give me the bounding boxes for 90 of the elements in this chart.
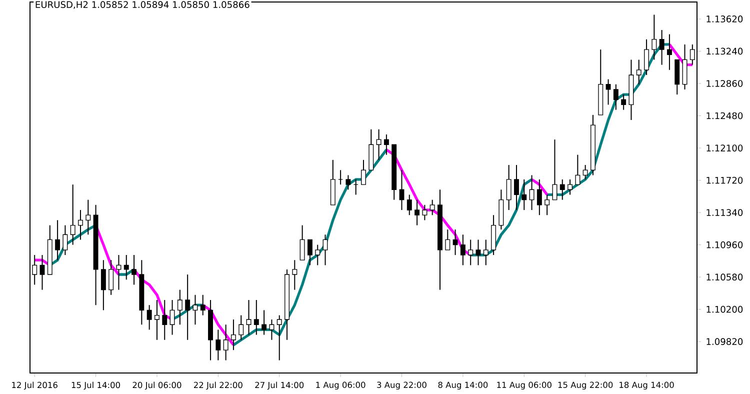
candlestick (414, 199, 420, 226)
candlestick (636, 59, 642, 85)
candlestick (361, 159, 366, 186)
candlestick (108, 260, 114, 296)
candlestick (445, 229, 450, 250)
candlestick (238, 314, 244, 340)
candlestick (276, 314, 282, 361)
x-tick-label: 20 Jul 06:00 (132, 382, 182, 390)
x-tick-label: 1 Aug 06:00 (316, 382, 366, 390)
candlestick (192, 294, 198, 326)
y-tick-label: 1.11720 (706, 176, 743, 184)
y-tick-label: 1.10200 (706, 306, 743, 313)
candlestick (185, 274, 190, 340)
x-tick-label: 27 Jul 14:00 (255, 382, 304, 390)
candlestick (606, 78, 611, 106)
candlestick (575, 154, 580, 186)
candlestick (223, 324, 228, 361)
candlestick (522, 178, 527, 210)
y-tick-label: 1.12860 (706, 80, 743, 87)
y-tick-label: 1.13240 (706, 48, 743, 55)
x-tick-label: 3 Aug 22:00 (377, 382, 426, 390)
candlestick (690, 44, 695, 66)
y-tick-label: 1.10960 (706, 241, 743, 248)
y-tick-label: 1.12480 (706, 112, 743, 120)
candlestick (483, 239, 488, 266)
candlestick (86, 199, 91, 236)
candlestick (621, 94, 626, 110)
x-tick-label: 22 Jul 22:00 (194, 382, 242, 390)
x-tick-label: 8 Aug 14:00 (438, 382, 488, 390)
candlestick (246, 299, 252, 336)
candlestick (200, 294, 206, 316)
candlestick (177, 289, 182, 326)
candlestick (254, 299, 259, 336)
candlestick (116, 254, 122, 290)
candlestick (422, 204, 428, 221)
candlestick (468, 239, 474, 266)
chart-title: EURUSD,H2 1.05852 1.05894 1.05850 1.05866 (36, 1, 250, 9)
candlestick (659, 30, 664, 66)
x-tick-label: 15 Aug 22:00 (558, 382, 613, 390)
candlestick (506, 164, 512, 210)
candlestick (476, 239, 481, 266)
candlestick (162, 299, 168, 340)
candlestick (124, 254, 129, 280)
candlestick (170, 299, 175, 336)
candlestick (376, 128, 382, 160)
candlestick (315, 244, 320, 266)
candlestick (154, 299, 160, 340)
candlestick (269, 319, 274, 340)
candlestick (307, 239, 312, 266)
candlestick (529, 174, 534, 210)
candlestick (292, 260, 298, 290)
y-tick-label: 1.12100 (706, 144, 743, 152)
y-tick-label: 1.09820 (706, 338, 743, 346)
candlestick (78, 209, 83, 240)
candlestick (582, 164, 588, 180)
y-tick-label: 1.13620 (706, 16, 743, 22)
candlestick (568, 178, 573, 196)
y-tick-label: 1.10580 (706, 274, 743, 280)
candlestick (644, 38, 649, 76)
candlestick (560, 178, 565, 200)
candlestick (544, 194, 550, 216)
candlestick (452, 229, 458, 256)
candlestick (216, 329, 221, 361)
x-tick-label: 11 Aug 06:00 (497, 382, 552, 390)
candlestick (536, 178, 542, 216)
candlestick (146, 304, 152, 330)
x-tick-label: 12 Jul 2016 (12, 382, 58, 390)
candlestick (300, 224, 305, 261)
candlestick (613, 84, 618, 110)
candlestick (652, 14, 657, 60)
candlestick (460, 234, 466, 266)
candlestick (384, 134, 389, 156)
candlestick (132, 254, 137, 286)
candlestick (666, 34, 672, 70)
candlestick (40, 254, 45, 290)
candlestick (230, 319, 236, 351)
x-tick-label: 18 Aug 14:00 (620, 382, 674, 390)
candlestick (32, 254, 38, 286)
candlestick (262, 310, 267, 336)
candlestick (430, 199, 435, 216)
candlestick (552, 139, 558, 200)
y-tick-label: 1.11340 (706, 209, 743, 216)
candlestick (514, 164, 519, 210)
candlestick (62, 224, 68, 256)
candlestick (55, 220, 60, 261)
candlestick (406, 194, 412, 216)
candlestick (100, 260, 106, 311)
candlestick (70, 184, 76, 246)
candlestick (346, 174, 351, 190)
x-tick-label: 15 Jul 14:00 (72, 382, 120, 390)
